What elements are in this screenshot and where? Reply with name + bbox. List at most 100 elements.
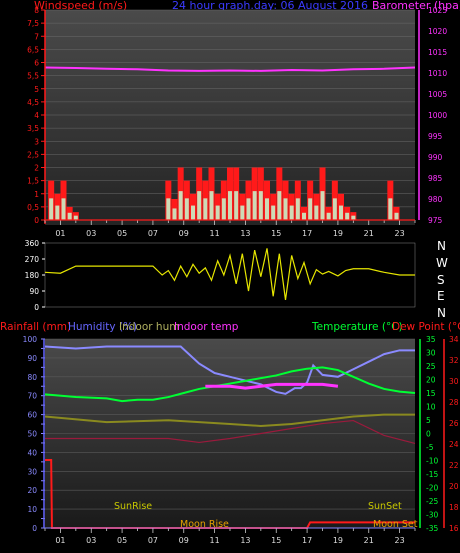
wind-y-tick-label: 5,5 <box>27 72 39 81</box>
climate-x-tick-label: 13 <box>240 536 250 545</box>
wind-x-tick-label: 19 <box>333 229 343 238</box>
windspeed-average-bar <box>339 205 343 220</box>
humidity-line <box>44 345 415 395</box>
direction-y-tick-label: 0 <box>34 303 39 312</box>
climate-x-tick-label: 17 <box>302 536 312 545</box>
climate-x-tick-label: 01 <box>55 536 65 545</box>
legend-dew-point: Dew Point (°C) <box>392 321 460 333</box>
baro-y-tick-label: 1025 <box>428 6 447 15</box>
barometer-title: Barometer (hpa) <box>372 0 460 12</box>
humidity-y-tick-label: 100 <box>23 335 38 344</box>
windspeed-average-bar <box>197 191 202 220</box>
humidity-y-tick-label: 0 <box>32 524 37 533</box>
legend-humidity: Humidity (%) <box>68 321 137 333</box>
baro-y-tick-label: 1005 <box>428 90 447 99</box>
direction-y-tick-label: 360 <box>25 239 40 248</box>
graph-date-title: 24 hour graph.day: 06 August 2016 <box>172 0 368 12</box>
dewpoint-y-tick-label: 22 <box>449 461 459 470</box>
temperature-y-tick-label: -20 <box>426 484 438 493</box>
compass-n-bottom: N <box>437 306 446 320</box>
climate-x-tick-label: 07 <box>148 536 158 545</box>
baro-y-tick-label: 985 <box>428 174 443 183</box>
sunrise-label: SunRise <box>114 501 152 512</box>
direction-y-tick-label: 180 <box>25 271 40 280</box>
humidity-y-tick-label: 20 <box>27 486 37 495</box>
climate-legend: Rainfall (mm) Humidity (%) Indoor hum In… <box>0 321 460 333</box>
wind-y-tick-label: 6 <box>34 59 39 68</box>
temperature-y-tick-label: -25 <box>426 497 438 506</box>
windspeed-average-bar <box>351 215 356 220</box>
windspeed-average-bar <box>332 198 337 220</box>
wind-x-tick-label: 03 <box>86 229 96 238</box>
compass-w: W <box>436 256 448 270</box>
temperature-y-tick-label: 35 <box>426 335 436 344</box>
wind-y-tick-label: 3 <box>34 137 39 146</box>
windspeed-average-bar <box>295 198 300 220</box>
climate-x-tick-label: 19 <box>333 536 343 545</box>
climate-x-tick-label: 11 <box>209 536 219 545</box>
humidity-y-tick-label: 50 <box>27 430 37 439</box>
astro-annotations: SunRise SunSet Moon Rise Moon Set <box>114 501 418 530</box>
direction-y-tick-label: 270 <box>25 255 40 264</box>
windspeed-average-bar <box>228 191 232 220</box>
windspeed-average-bar <box>388 198 393 220</box>
legend-indoor-temp: Indoor temp <box>174 321 239 333</box>
wind-y-tick-label: 4 <box>34 111 39 120</box>
windspeed-average-bar <box>314 205 319 220</box>
temperature-y-tick-label: 5 <box>426 416 431 425</box>
windspeed-average-bar <box>252 191 257 220</box>
wind-x-tick-label: 15 <box>271 229 281 238</box>
windspeed-average-bar <box>221 198 226 220</box>
climate-x-tick-label: 15 <box>271 536 281 545</box>
windspeed-average-bar <box>166 198 171 220</box>
wind-x-tick-label: 09 <box>179 229 189 238</box>
wind-x-tick-label: 21 <box>364 229 374 238</box>
windspeed-average-bar <box>326 212 331 220</box>
wind-x-tick-label: 17 <box>302 229 312 238</box>
windspeed-average-bar <box>271 205 276 220</box>
wind-x-tick-label: 23 <box>394 229 404 238</box>
dewpoint-y-tick-label: 16 <box>449 524 459 533</box>
wind-y-tick-label: 1,5 <box>27 177 39 186</box>
wind-y-tick-label: 7,5 <box>27 19 39 28</box>
temperature-y-tick-label: -5 <box>426 443 434 452</box>
compass-labels: N W S E N <box>436 239 448 320</box>
windspeed-average-bar <box>246 198 251 220</box>
temperature-y-tick-label: 30 <box>426 349 436 358</box>
temperature-y-tick-label: -35 <box>426 524 438 533</box>
dewpoint-y-tick-label: 20 <box>449 482 459 491</box>
baro-y-tick-label: 990 <box>428 153 443 162</box>
wind-x-tick-label: 07 <box>148 229 158 238</box>
dewpoint-y-tick-label: 30 <box>449 377 459 386</box>
legend-temperature: Temperature (°C) <box>311 321 403 333</box>
wind-y-tick-label: 2 <box>34 164 39 173</box>
baro-y-tick-label: 1000 <box>428 111 447 120</box>
barometer-line <box>44 66 416 72</box>
windspeed-average-bar <box>234 191 239 220</box>
windspeed-average-bar <box>277 191 282 220</box>
temperature-y-tick-label: 20 <box>426 376 436 385</box>
windspeed-title: Windspeed (m/s) <box>34 0 128 12</box>
moonrise-label: Moon Rise <box>180 519 229 530</box>
indoor-temperature-line <box>205 382 339 390</box>
windspeed-average-bar <box>345 212 350 220</box>
baro-y-tick-label: 1015 <box>428 48 447 57</box>
humidity-y-tick-label: 40 <box>27 448 37 457</box>
humidity-y-tick-label: 10 <box>27 505 37 514</box>
humidity-y-tick-label: 30 <box>27 467 37 476</box>
windspeed-average-bar <box>394 212 399 220</box>
dewpoint-y-tick-label: 26 <box>449 419 459 428</box>
windspeed-average-bar <box>289 205 294 220</box>
windspeed-average-bar <box>302 212 306 220</box>
dewpoint-y-tick-label: 24 <box>449 440 459 449</box>
wind-direction-line <box>44 248 415 300</box>
climate-x-tick-label: 23 <box>394 536 404 545</box>
windspeed-average-bar <box>215 205 220 220</box>
windspeed-average-bar <box>49 198 54 220</box>
windspeed-average-bar <box>265 198 269 220</box>
wind-x-tick-label: 01 <box>55 229 65 238</box>
windspeed-average-bar <box>61 198 66 220</box>
humidity-y-tick-label: 90 <box>27 354 37 363</box>
climate-x-tick-label: 05 <box>117 536 127 545</box>
